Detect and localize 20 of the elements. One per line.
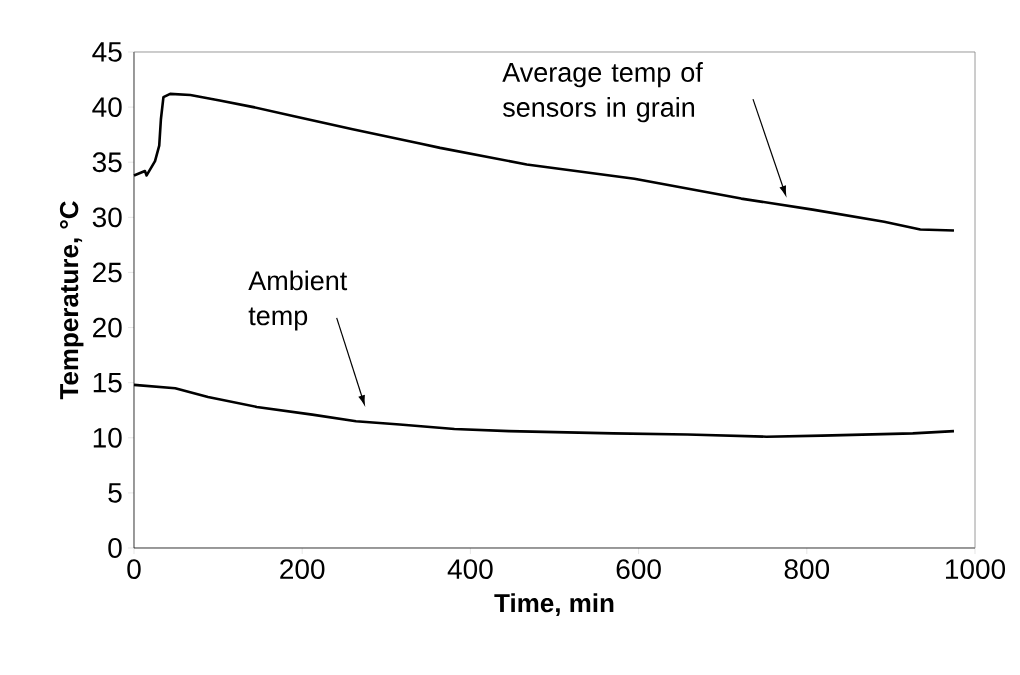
y-tick-label: 20: [93, 317, 122, 338]
annotation: Ambient temp: [248, 270, 348, 331]
x-tick-label: 800: [784, 559, 830, 580]
y-tick-label: 30: [92, 207, 122, 228]
y-tick-label: 0: [108, 538, 122, 558]
y-tick-label: 10: [93, 427, 122, 448]
y-tick-label: 5: [108, 483, 122, 503]
y-tick-label: 40: [92, 97, 122, 118]
y-tick-label: 45: [92, 42, 122, 62]
y-axis-title: Temperature, °C: [59, 201, 84, 400]
x-axis-title: Time, min: [494, 593, 614, 617]
x-tick-label: 400: [447, 559, 493, 580]
y-tick-label: 25: [93, 262, 122, 283]
x-tick-label: 0: [127, 559, 141, 580]
y-tick-label: 35: [92, 152, 122, 173]
x-tick-label: 600: [616, 559, 661, 580]
x-tick-label: 1000: [945, 559, 1006, 580]
x-tick-label: 200: [280, 559, 325, 580]
annotation: Average temp of sensors in grain: [502, 62, 703, 123]
y-tick-label: 15: [93, 372, 122, 393]
